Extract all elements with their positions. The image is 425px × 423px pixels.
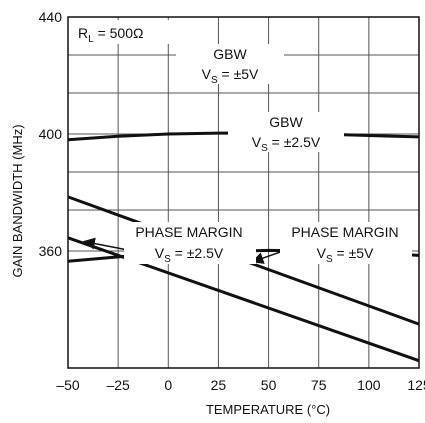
x-tick-label: 50 — [261, 377, 277, 393]
plot-frame — [67, 16, 420, 369]
pm25-leader-arrow — [82, 237, 129, 251]
x-axis-label: TEMPERATURE (°C) — [206, 402, 330, 417]
gbw5-vs-rest: = ±5V — [218, 66, 259, 82]
pm5-label-bg — [280, 222, 412, 264]
x-tick-label: 75 — [311, 377, 327, 393]
x-tick-label: 25 — [211, 377, 227, 393]
rl-main: R — [78, 25, 88, 41]
rl-rest: = 500Ω — [94, 25, 144, 41]
y-tick-label: 360 — [39, 243, 63, 259]
pm25-vs-sub: S — [164, 254, 171, 265]
gbw25-label-bg — [228, 112, 344, 152]
pm5-annotation-line1: PHASE MARGIN — [291, 224, 398, 240]
x-tick-label: –25 — [106, 377, 130, 393]
x-tick-label: 125 — [407, 377, 425, 393]
x-tick-label: –50 — [56, 377, 80, 393]
gbw25-vs-main: V — [252, 134, 262, 150]
x-tick-label: 100 — [357, 377, 381, 393]
gbw5-annotation-line1: GBW — [213, 46, 247, 62]
rl-sub: L — [88, 34, 94, 45]
gbw5-vs-main: V — [202, 66, 212, 82]
gbw25-annotation-line1: GBW — [269, 114, 303, 130]
pm25-vs-main: V — [155, 245, 165, 261]
pm25-label-bg — [124, 222, 256, 264]
pm5-vs-main: V — [317, 245, 327, 261]
pm25-annotation-line1: PHASE MARGIN — [135, 224, 242, 240]
y-axis-label: GAIN BANDWIDTH (MHz) — [10, 124, 25, 277]
gbw25-vs-rest: = ±2.5V — [268, 134, 321, 150]
gbw5-label-bg — [176, 44, 284, 84]
tick-labels: –50 –25 0 25 50 75 100 125 360 400 440 — [39, 9, 425, 393]
x-tick-label: 0 — [164, 377, 172, 393]
pm25-annotation-line2: VS = ±2.5V — [155, 245, 224, 265]
gbw5-annotation-line2: VS = ±5V — [202, 66, 259, 86]
rl-label-bg — [71, 20, 171, 44]
pm5-annotation-line2: VS = ±5V — [317, 245, 374, 265]
gbw25-annotation-line2: VS = ±2.5V — [252, 134, 321, 154]
rl-annotation: RL = 500Ω — [78, 25, 143, 45]
pm25-vs-rest: = ±2.5V — [171, 245, 224, 261]
gbw5-vs-sub: S — [211, 75, 218, 86]
y-tick-label: 440 — [39, 9, 63, 25]
y-tick-label: 400 — [39, 126, 63, 142]
pm5-vs-sub: S — [326, 254, 333, 265]
gbw25-vs-sub: S — [261, 143, 268, 154]
pm5-vs-rest: = ±5V — [333, 245, 374, 261]
